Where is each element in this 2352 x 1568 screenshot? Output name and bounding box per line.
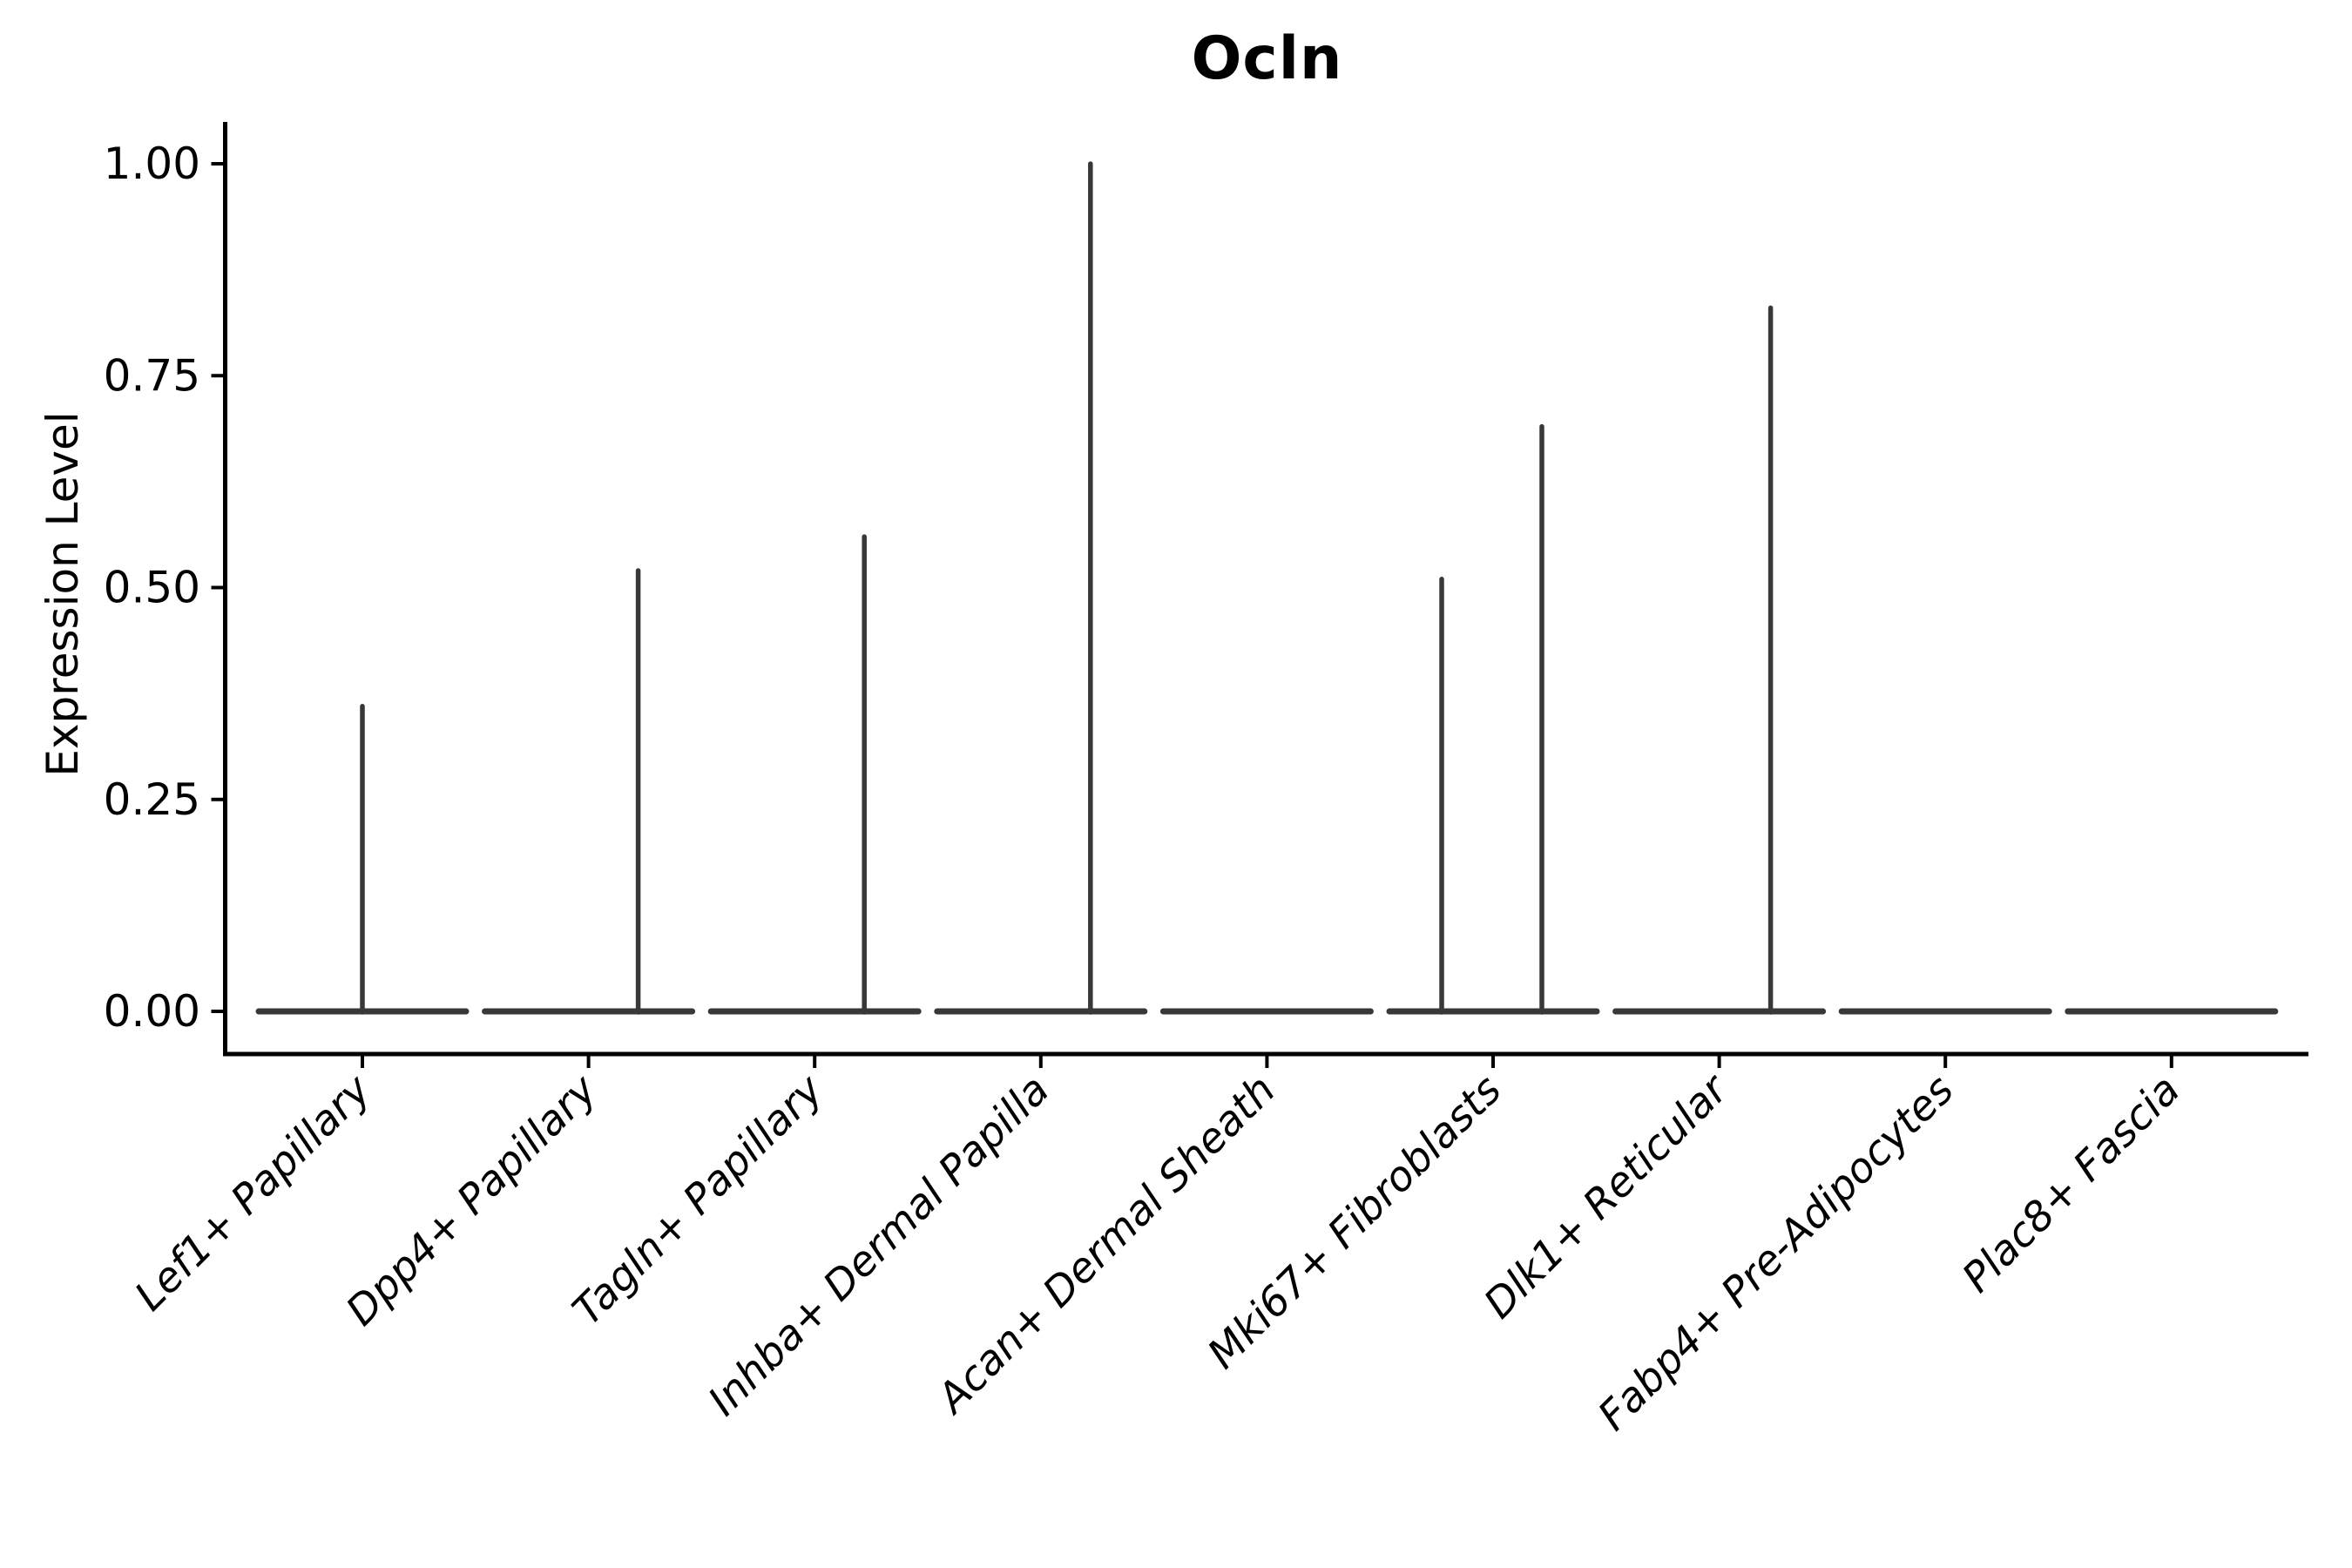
- y-tick-label: 0.50: [104, 563, 200, 613]
- plot-title: Ocln: [1191, 24, 1343, 93]
- y-tick-label: 1.00: [104, 139, 200, 189]
- y-tick-label: 0.75: [104, 350, 200, 401]
- x-tick-label: Plac8+ Fascia: [1953, 1066, 2189, 1302]
- x-tick-label: Tagln+ Papillary: [564, 1065, 834, 1335]
- y-tick-label: 0.25: [104, 774, 200, 825]
- x-tick-label: Fabp4+ Pre-Adipocytes: [1589, 1066, 1963, 1440]
- x-tick-label: Lef1+ Papillary: [125, 1065, 381, 1321]
- x-tick-label: Dlk1+ Reticular: [1475, 1064, 1739, 1328]
- x-tick-label: Dpp4+ Papillary: [337, 1065, 607, 1335]
- y-tick-label: 0.00: [104, 986, 200, 1037]
